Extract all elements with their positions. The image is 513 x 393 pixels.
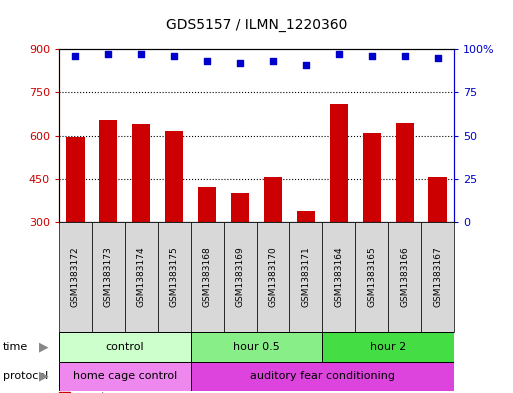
Bar bbox=[256, 222, 289, 332]
Point bbox=[368, 53, 376, 59]
Bar bbox=[191, 362, 454, 391]
Text: home cage control: home cage control bbox=[73, 371, 177, 381]
Text: GSM1383174: GSM1383174 bbox=[137, 247, 146, 307]
Bar bbox=[59, 332, 191, 362]
Bar bbox=[264, 177, 282, 222]
Text: time: time bbox=[3, 342, 28, 352]
Text: protocol: protocol bbox=[3, 371, 48, 381]
Point bbox=[203, 58, 211, 64]
Point bbox=[302, 62, 310, 68]
Bar bbox=[421, 222, 454, 332]
Text: GSM1383172: GSM1383172 bbox=[71, 247, 80, 307]
Text: GSM1383170: GSM1383170 bbox=[268, 247, 278, 307]
Bar bbox=[92, 222, 125, 332]
Bar bbox=[363, 133, 381, 222]
Bar bbox=[297, 211, 315, 222]
Point bbox=[269, 58, 277, 64]
Point bbox=[236, 60, 244, 66]
Bar bbox=[322, 332, 454, 362]
Text: GSM1383164: GSM1383164 bbox=[334, 247, 343, 307]
Bar bbox=[191, 332, 322, 362]
Point bbox=[433, 55, 442, 61]
Point bbox=[401, 53, 409, 59]
Text: hour 0.5: hour 0.5 bbox=[233, 342, 280, 352]
Bar bbox=[322, 222, 355, 332]
Bar bbox=[125, 222, 158, 332]
Text: GSM1383175: GSM1383175 bbox=[170, 247, 179, 307]
Bar bbox=[191, 222, 224, 332]
Text: GDS5157 / ILMN_1220360: GDS5157 / ILMN_1220360 bbox=[166, 18, 347, 32]
Text: auditory fear conditioning: auditory fear conditioning bbox=[250, 371, 395, 381]
Bar bbox=[158, 222, 191, 332]
Text: ▶: ▶ bbox=[38, 370, 48, 383]
Text: GSM1383169: GSM1383169 bbox=[235, 247, 245, 307]
Point bbox=[170, 53, 179, 59]
Bar bbox=[388, 222, 421, 332]
Text: GSM1383173: GSM1383173 bbox=[104, 247, 113, 307]
Text: GSM1383167: GSM1383167 bbox=[433, 247, 442, 307]
Text: hour 2: hour 2 bbox=[370, 342, 406, 352]
Bar bbox=[66, 137, 85, 222]
Bar bbox=[165, 131, 183, 222]
Text: GSM1383166: GSM1383166 bbox=[400, 247, 409, 307]
Text: ▶: ▶ bbox=[38, 340, 48, 353]
Text: control: control bbox=[106, 342, 144, 352]
Bar bbox=[100, 120, 117, 222]
Point bbox=[104, 51, 112, 57]
Bar bbox=[289, 222, 322, 332]
Bar bbox=[224, 222, 256, 332]
Bar bbox=[330, 104, 348, 222]
Point bbox=[71, 53, 80, 59]
Text: GSM1383165: GSM1383165 bbox=[367, 247, 376, 307]
Bar bbox=[396, 123, 413, 222]
Bar bbox=[198, 187, 216, 222]
Bar bbox=[428, 177, 447, 222]
Point bbox=[137, 51, 145, 57]
Bar bbox=[132, 124, 150, 222]
Point bbox=[334, 51, 343, 57]
Text: GSM1383168: GSM1383168 bbox=[203, 247, 212, 307]
Bar bbox=[355, 222, 388, 332]
Bar bbox=[59, 362, 191, 391]
Text: GSM1383171: GSM1383171 bbox=[301, 247, 310, 307]
Bar bbox=[59, 222, 92, 332]
Text: count: count bbox=[74, 392, 106, 393]
Bar bbox=[231, 193, 249, 222]
